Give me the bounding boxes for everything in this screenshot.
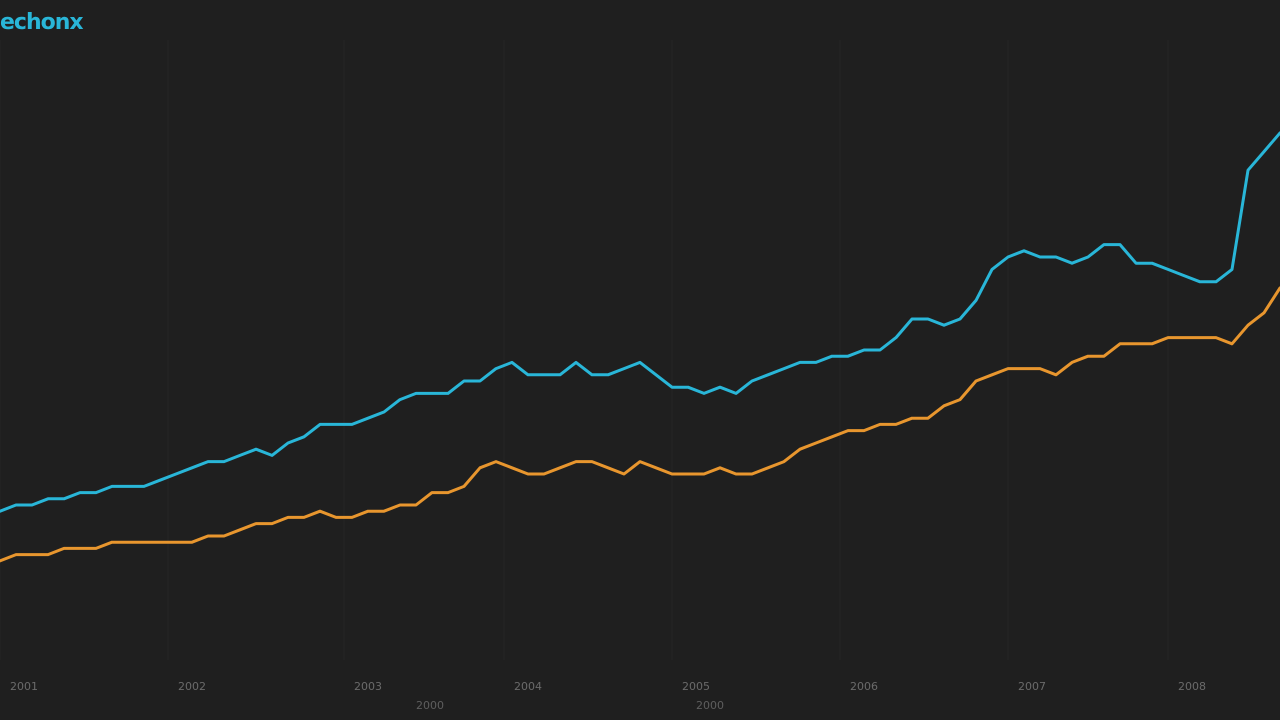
x-tick-label: 2003 [354, 680, 382, 693]
series-line-0 [0, 131, 1280, 513]
x-sub-label: 2000 [416, 699, 444, 712]
x-tick-label: 2002 [178, 680, 206, 693]
x-tick-label: 2007 [1018, 680, 1046, 693]
x-tick-label: 2006 [850, 680, 878, 693]
x-tick-label: 2004 [514, 680, 542, 693]
x-tick-label: 2005 [682, 680, 710, 693]
x-tick-label: 2001 [10, 680, 38, 693]
x-tick-label: 2008 [1178, 680, 1206, 693]
series-line-1 [0, 286, 1280, 563]
chart-title: echonx [0, 10, 84, 35]
x-sub-label: 2000 [696, 699, 724, 712]
